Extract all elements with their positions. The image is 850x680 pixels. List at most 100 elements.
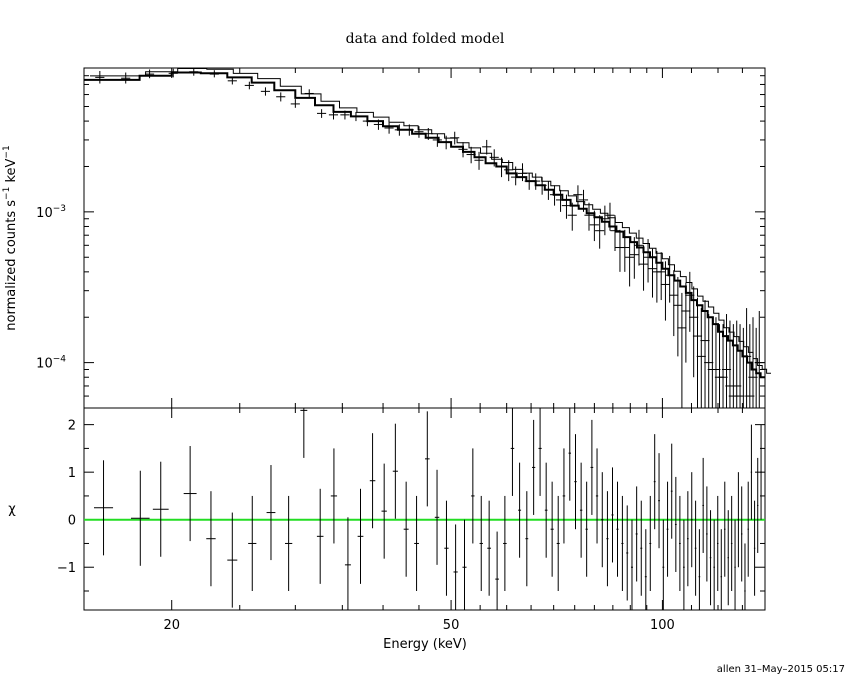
residual-point (471, 448, 475, 544)
data-point (656, 252, 666, 301)
data-points (95, 68, 764, 409)
model-step-line (84, 71, 765, 379)
residual-point (621, 495, 624, 591)
residual-point (585, 481, 588, 577)
data-point (328, 110, 339, 120)
y-tick-label: 0 (68, 514, 76, 529)
residual-point (760, 424, 762, 520)
residual-point (606, 491, 609, 587)
data-point (677, 292, 687, 408)
residual-point (674, 476, 677, 572)
data-point (432, 133, 442, 147)
data-point (625, 237, 635, 287)
data-point (441, 135, 451, 150)
data-point (317, 109, 327, 118)
residual-point (595, 448, 599, 544)
data-point (561, 194, 572, 219)
residual-point (444, 500, 449, 596)
residual-point (670, 443, 673, 539)
model-step-line-offset (90, 68, 771, 374)
data-point (260, 87, 270, 96)
data-point (549, 185, 560, 206)
data-point (168, 68, 178, 78)
residual-point (392, 423, 398, 519)
spectrum-frame (83, 67, 766, 409)
residual-point (590, 419, 594, 515)
tick-labels: 20 50 100 10−3 10−4 −1 0 1 2 (36, 204, 675, 633)
y-tick-label: 10−3 (36, 204, 66, 221)
residual-point (556, 495, 560, 591)
residual-point (734, 519, 736, 610)
residual-point (152, 461, 169, 557)
residual-point (344, 517, 351, 610)
data-point (543, 181, 553, 200)
y-tick-label: −1 (57, 561, 76, 576)
residual-point (93, 460, 114, 556)
residual-point (403, 481, 409, 577)
data-point (394, 124, 404, 136)
chart-title: data and folded model (346, 31, 505, 47)
data-point (290, 99, 300, 108)
data-point (517, 163, 528, 182)
residual-point (538, 408, 542, 496)
y-tick-label: 10−4 (36, 355, 66, 372)
data-point (458, 142, 468, 158)
data-point (504, 160, 514, 182)
residual-point (679, 495, 681, 591)
spectrum-y-axis-label: normalized counts s−1 keV−1 (2, 145, 19, 330)
residual-point (724, 481, 726, 577)
residual-point (706, 486, 708, 582)
residual-point (462, 519, 467, 610)
data-point (647, 248, 658, 298)
data-point (423, 127, 433, 140)
data-point (474, 151, 484, 170)
residual-point (662, 519, 665, 610)
residual-point (562, 448, 566, 544)
residual-point (183, 446, 197, 542)
residual-point (330, 448, 338, 544)
residual-point (690, 472, 693, 568)
data-point (629, 237, 639, 279)
residual-point (266, 465, 276, 561)
residual-point (616, 481, 619, 577)
data-point (700, 300, 710, 408)
data-point (276, 92, 286, 102)
residual-point (727, 510, 729, 606)
residual-point (702, 457, 704, 553)
data-point (144, 69, 155, 79)
residual-y-axis-label: χ (8, 502, 16, 517)
residual-point (653, 434, 656, 530)
residual-point (479, 495, 483, 591)
residual-point (757, 457, 759, 553)
residual-point (601, 472, 604, 568)
data-point (595, 215, 605, 249)
data-point (584, 202, 594, 231)
timestamp-stamp: allen 31–May–2015 05:17 (717, 664, 845, 675)
data-point (450, 131, 460, 145)
residual-point (626, 505, 629, 601)
residual-point (130, 470, 150, 566)
data-point (681, 282, 691, 363)
residual-point (525, 491, 529, 587)
residual-point (644, 529, 647, 610)
residual-point (753, 500, 756, 596)
data-point (605, 202, 615, 231)
data-point (634, 229, 644, 266)
spectrum-tick-marks (83, 68, 766, 409)
data-point (600, 205, 610, 236)
residual-point (357, 488, 364, 584)
residual-frame (83, 407, 766, 611)
svg-text:normalized counts s−1 keV−1: normalized counts s−1 keV−1 (2, 145, 19, 330)
x-tick-label: 100 (650, 618, 675, 633)
residual-point (635, 486, 638, 582)
data-point (537, 177, 547, 195)
data-point (660, 261, 670, 321)
residual-point (248, 495, 257, 591)
residual-point (649, 495, 652, 591)
model-curve (84, 68, 771, 379)
residual-point (495, 531, 499, 610)
data-point (95, 70, 105, 84)
residual-point (658, 453, 660, 549)
data-point (685, 271, 695, 332)
